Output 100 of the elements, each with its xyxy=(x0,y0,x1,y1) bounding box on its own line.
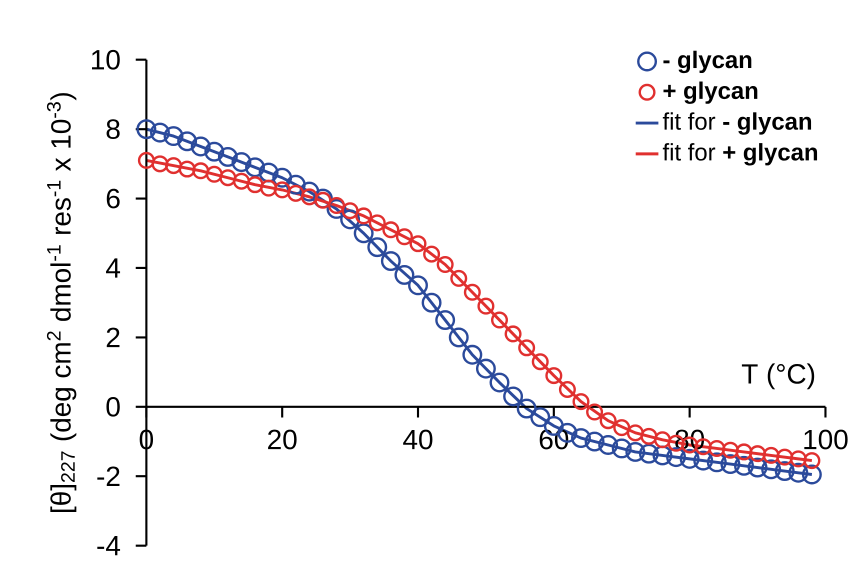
y-tick-label: 6 xyxy=(106,188,120,209)
point xyxy=(380,251,401,272)
legend-label: + glycan xyxy=(664,82,758,104)
point xyxy=(748,458,768,478)
point xyxy=(190,136,211,157)
point xyxy=(164,126,184,146)
point xyxy=(206,166,223,183)
point xyxy=(138,152,155,170)
point xyxy=(177,132,198,152)
point xyxy=(584,432,605,452)
point xyxy=(422,292,442,313)
x-tick-label: 100 xyxy=(804,430,848,450)
point xyxy=(722,442,739,459)
point xyxy=(355,208,372,225)
point xyxy=(625,442,646,462)
legend-label: fit for + glycan xyxy=(662,143,818,166)
y-tick-label: -4 xyxy=(97,536,120,556)
point xyxy=(640,428,658,446)
point xyxy=(612,438,632,459)
point xyxy=(408,276,428,296)
point xyxy=(545,367,562,384)
point xyxy=(761,460,782,480)
point xyxy=(693,450,714,471)
y-tick-label: 2 xyxy=(106,328,120,348)
point xyxy=(530,408,550,428)
x-axis-title: T (°C) xyxy=(742,364,814,390)
point xyxy=(790,450,807,468)
point xyxy=(342,202,359,220)
point xyxy=(532,353,549,370)
point xyxy=(558,381,576,398)
point xyxy=(462,345,482,365)
point xyxy=(260,180,278,197)
point xyxy=(586,404,604,421)
x-tick-label: 20 xyxy=(268,430,297,450)
point xyxy=(477,298,494,315)
point xyxy=(436,256,454,274)
point xyxy=(613,419,630,436)
point xyxy=(680,449,700,470)
point xyxy=(762,447,780,464)
y-tick-label: 0 xyxy=(106,397,120,417)
point xyxy=(328,197,346,214)
y-tick-label: 8 xyxy=(106,120,120,140)
point xyxy=(626,424,644,442)
point xyxy=(504,326,522,343)
point xyxy=(735,444,752,461)
y-tick-label: 4 xyxy=(106,258,120,278)
point xyxy=(368,214,386,232)
x-tick-label: 40 xyxy=(403,430,432,450)
point xyxy=(503,386,524,407)
point xyxy=(706,452,727,473)
point xyxy=(218,147,238,168)
point xyxy=(287,185,304,202)
point xyxy=(367,237,388,258)
point xyxy=(598,435,618,456)
point xyxy=(734,456,754,476)
point xyxy=(788,463,808,483)
point xyxy=(571,428,591,448)
point xyxy=(314,192,332,210)
point xyxy=(654,432,671,449)
point xyxy=(232,172,250,190)
legend-label: fit for - glycan xyxy=(662,112,812,135)
point xyxy=(423,246,440,263)
point xyxy=(774,461,795,482)
point xyxy=(258,162,279,183)
point xyxy=(394,265,414,286)
point xyxy=(136,119,156,140)
point xyxy=(326,199,346,220)
legend-label: - glycan xyxy=(663,50,752,74)
y-tick-label: 10 xyxy=(92,50,120,70)
y-tick-label: -2 xyxy=(97,466,120,486)
point xyxy=(300,188,318,206)
point xyxy=(450,270,468,288)
point xyxy=(410,235,427,252)
point xyxy=(354,224,374,244)
point xyxy=(600,412,617,430)
point xyxy=(204,142,224,162)
text: [θ]$_{227}$ (deg cm$^{2}$ dmol$^{-1}$ res$^{-1}$ x 10$^{-3}$) xyxy=(46,93,76,512)
point xyxy=(150,122,170,143)
point xyxy=(231,152,252,172)
point xyxy=(572,393,590,410)
point xyxy=(286,174,306,195)
point xyxy=(491,312,508,329)
point xyxy=(516,398,537,419)
point xyxy=(299,182,320,202)
point xyxy=(749,445,766,462)
point xyxy=(720,454,740,474)
point xyxy=(638,444,659,464)
point xyxy=(165,157,182,174)
point xyxy=(448,328,469,348)
point xyxy=(396,228,413,246)
point xyxy=(652,446,672,466)
point xyxy=(803,452,820,470)
point xyxy=(192,162,210,180)
point xyxy=(246,176,264,194)
point xyxy=(151,156,168,173)
point xyxy=(708,440,726,458)
point xyxy=(382,222,400,239)
point xyxy=(476,358,496,379)
point xyxy=(464,284,481,302)
point xyxy=(272,168,292,188)
